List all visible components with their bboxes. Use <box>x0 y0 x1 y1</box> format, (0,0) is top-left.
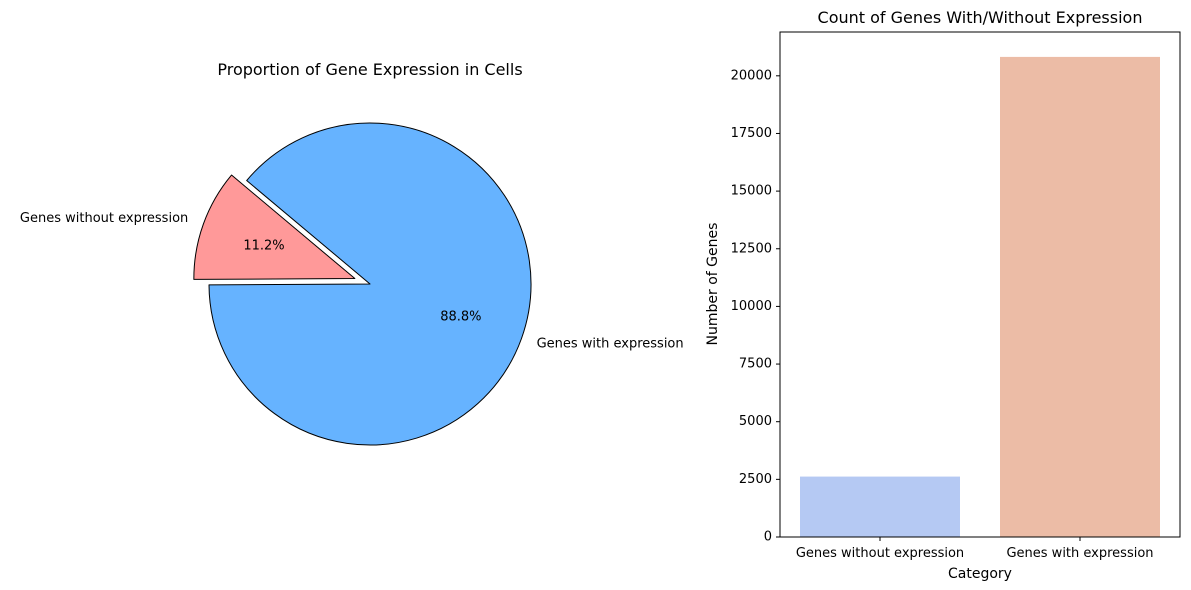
bar-chart: Count of Genes With/Without Expression 0… <box>705 8 1181 582</box>
pie-percent-label: 88.8% <box>440 309 481 324</box>
y-tick-label: 10000 <box>731 299 772 314</box>
y-tick-label: 0 <box>764 530 772 545</box>
y-tick-label: 2500 <box>739 472 772 487</box>
x-axis-label: Category <box>948 566 1012 582</box>
y-tick-label: 17500 <box>731 126 772 141</box>
y-axis-label: Number of Genes <box>705 223 721 346</box>
x-tick-label: Genes without expression <box>796 546 964 561</box>
y-tick-label: 12500 <box>731 241 772 256</box>
pie-percent-label: 11.2% <box>243 238 284 253</box>
y-tick-label: 15000 <box>731 184 772 199</box>
pie-labels: 11.2% Genes without expression 88.8% Genes … <box>20 211 684 352</box>
pie-slice-label: Genes with expression <box>537 337 684 352</box>
y-tick-label: 20000 <box>731 68 772 83</box>
pie-slice-genes-without-expression <box>193 174 356 280</box>
bar-chart-title: Count of Genes With/Without Expression <box>818 8 1143 27</box>
bar-genes-with-expression <box>1000 56 1160 537</box>
y-tick-label: 5000 <box>739 414 772 429</box>
bar-genes-without-expression <box>800 476 960 537</box>
pie-slice-genes-with-expression <box>208 122 532 446</box>
pie-slice-label: Genes without expression <box>20 211 188 226</box>
bars <box>800 56 1160 537</box>
pie-slices <box>193 122 532 446</box>
x-tick-label: Genes with expression <box>1006 546 1153 561</box>
x-axis-ticks: Genes without expression Genes with expre… <box>796 537 1154 561</box>
y-tick-label: 7500 <box>739 357 772 372</box>
pie-title: Proportion of Gene Expression in Cells <box>217 60 522 79</box>
y-axis-ticks: 0 2500 5000 7500 10000 12500 15000 17500 20000 <box>731 68 780 545</box>
plot-frame <box>779 31 1181 538</box>
pie-chart: Proportion of Gene Expression in Cells 1… <box>20 60 684 446</box>
